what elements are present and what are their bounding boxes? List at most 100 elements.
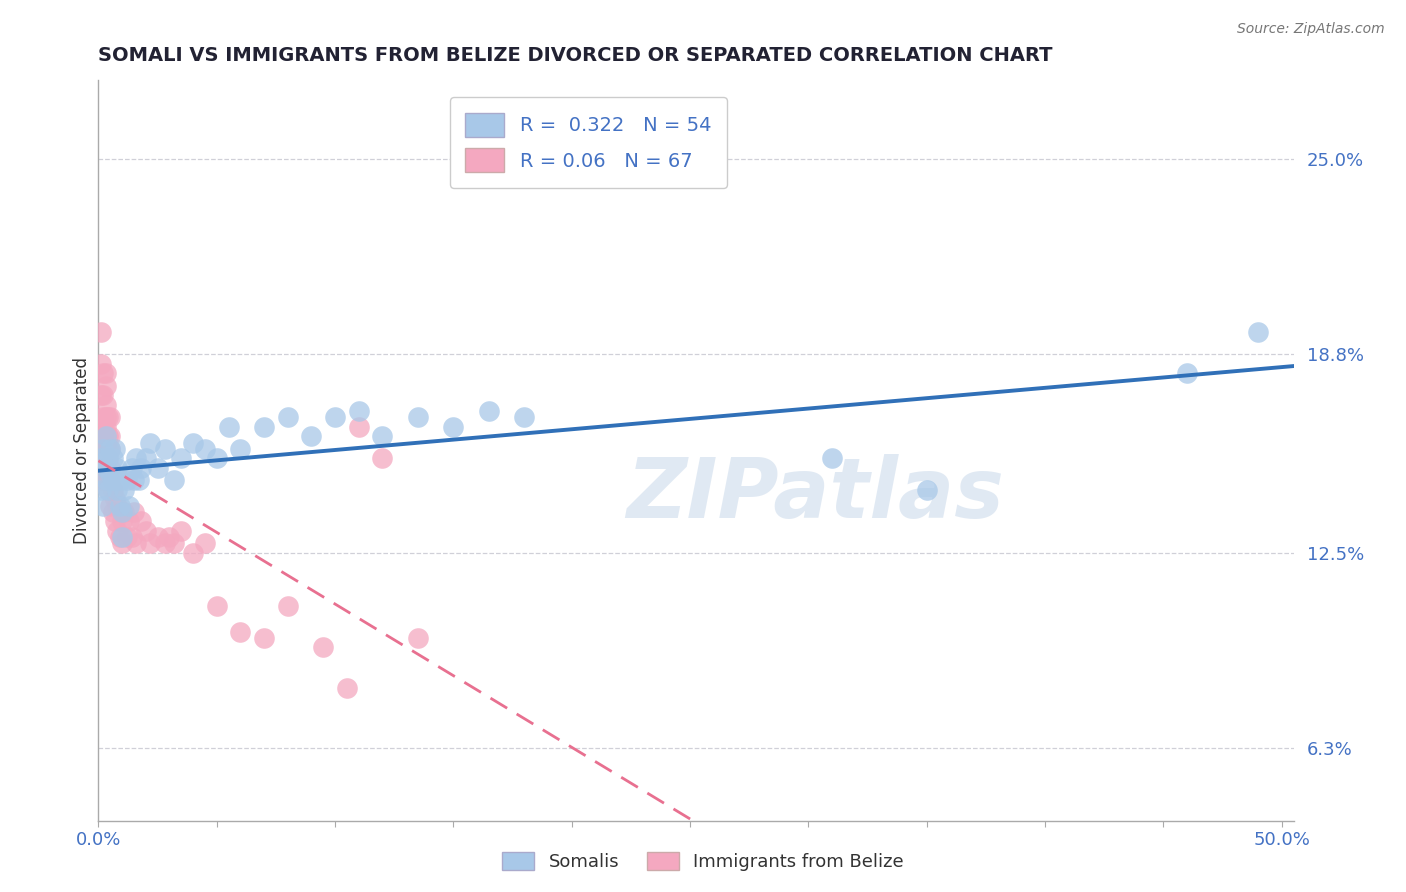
Point [90,357,112,371]
Point [181,435,204,450]
Point [170,524,193,538]
Point [111,514,134,528]
Point [194,442,217,456]
Legend: Somalis, Immigrants from Belize: Somalis, Immigrants from Belize [495,845,911,879]
Point [98,442,121,456]
Point [253,631,276,645]
Point [163,474,186,488]
Point [371,451,394,466]
Point [94,429,117,443]
Point [101,451,124,466]
Point [104,514,127,528]
Point [157,530,180,544]
Point [118,499,141,513]
Point [121,530,143,544]
Point [194,536,217,550]
Point [101,505,124,519]
Point [115,530,138,544]
Point [821,451,844,466]
Point [121,460,143,475]
Point [90,388,112,402]
Y-axis label: Divorced or Separated: Divorced or Separated [73,357,91,544]
Point [108,499,131,513]
Point [97,483,120,497]
Point [139,536,162,550]
Point [336,681,359,696]
Point [97,451,120,466]
Point [97,410,120,425]
Point [371,429,394,443]
Point [91,451,114,466]
Point [94,451,117,466]
Point [323,410,346,425]
Point [94,442,117,456]
Point [146,460,169,475]
Point [312,640,335,655]
Point [135,451,157,466]
Point [101,474,124,488]
Point [181,546,204,560]
Point [253,420,276,434]
Point [105,499,128,513]
Point [94,420,117,434]
Point [98,429,121,443]
Point [153,536,176,550]
Point [94,398,117,412]
Point [98,460,121,475]
Point [229,624,252,639]
Point [347,404,370,418]
Point [478,404,501,418]
Point [97,483,120,497]
Point [98,410,121,425]
Point [98,499,121,513]
Point [94,474,117,488]
Point [91,388,114,402]
Point [170,451,193,466]
Point [94,429,117,443]
Point [115,474,138,488]
Point [90,442,112,456]
Point [97,467,120,481]
Point [125,536,148,550]
Point [122,474,145,488]
Point [104,474,127,488]
Point [108,530,131,544]
Point [111,505,134,519]
Point [97,429,120,443]
Point [91,366,114,380]
Point [406,631,429,645]
Point [94,366,117,380]
Point [915,483,938,497]
Point [128,474,150,488]
Point [122,505,145,519]
Point [98,474,121,488]
Point [118,514,141,528]
Text: ZIPatlas: ZIPatlas [627,454,1004,535]
Text: Source: ZipAtlas.com: Source: ZipAtlas.com [1237,22,1385,37]
Point [94,474,117,488]
Point [94,442,117,456]
Point [97,451,120,466]
Point [218,420,240,434]
Point [125,451,148,466]
Point [135,524,157,538]
Point [98,442,121,456]
Point [101,483,124,497]
Point [104,492,127,507]
Legend: R =  0.322   N = 54, R = 0.06   N = 67: R = 0.322 N = 54, R = 0.06 N = 67 [450,97,727,187]
Point [1175,366,1198,380]
Point [97,442,120,456]
Point [229,442,252,456]
Point [90,451,112,466]
Point [111,530,134,544]
Point [111,536,134,550]
Point [277,599,299,614]
Point [1247,326,1270,340]
Point [108,474,131,488]
Point [205,599,228,614]
Point [91,410,114,425]
Point [105,524,128,538]
Point [205,451,228,466]
Point [91,442,114,456]
Point [146,530,169,544]
